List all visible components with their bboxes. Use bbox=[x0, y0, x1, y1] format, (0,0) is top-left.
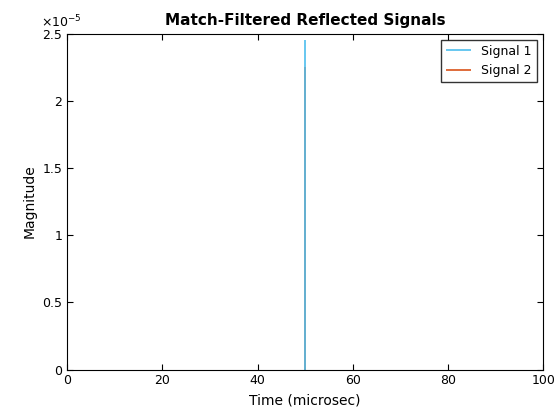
Y-axis label: Magnitude: Magnitude bbox=[23, 165, 37, 239]
Legend: Signal 1, Signal 2: Signal 1, Signal 2 bbox=[441, 40, 537, 82]
X-axis label: Time (microsec): Time (microsec) bbox=[249, 393, 361, 407]
Title: Match-Filtered Reflected Signals: Match-Filtered Reflected Signals bbox=[165, 13, 446, 28]
Text: $\times10^{-5}$: $\times10^{-5}$ bbox=[41, 13, 82, 30]
